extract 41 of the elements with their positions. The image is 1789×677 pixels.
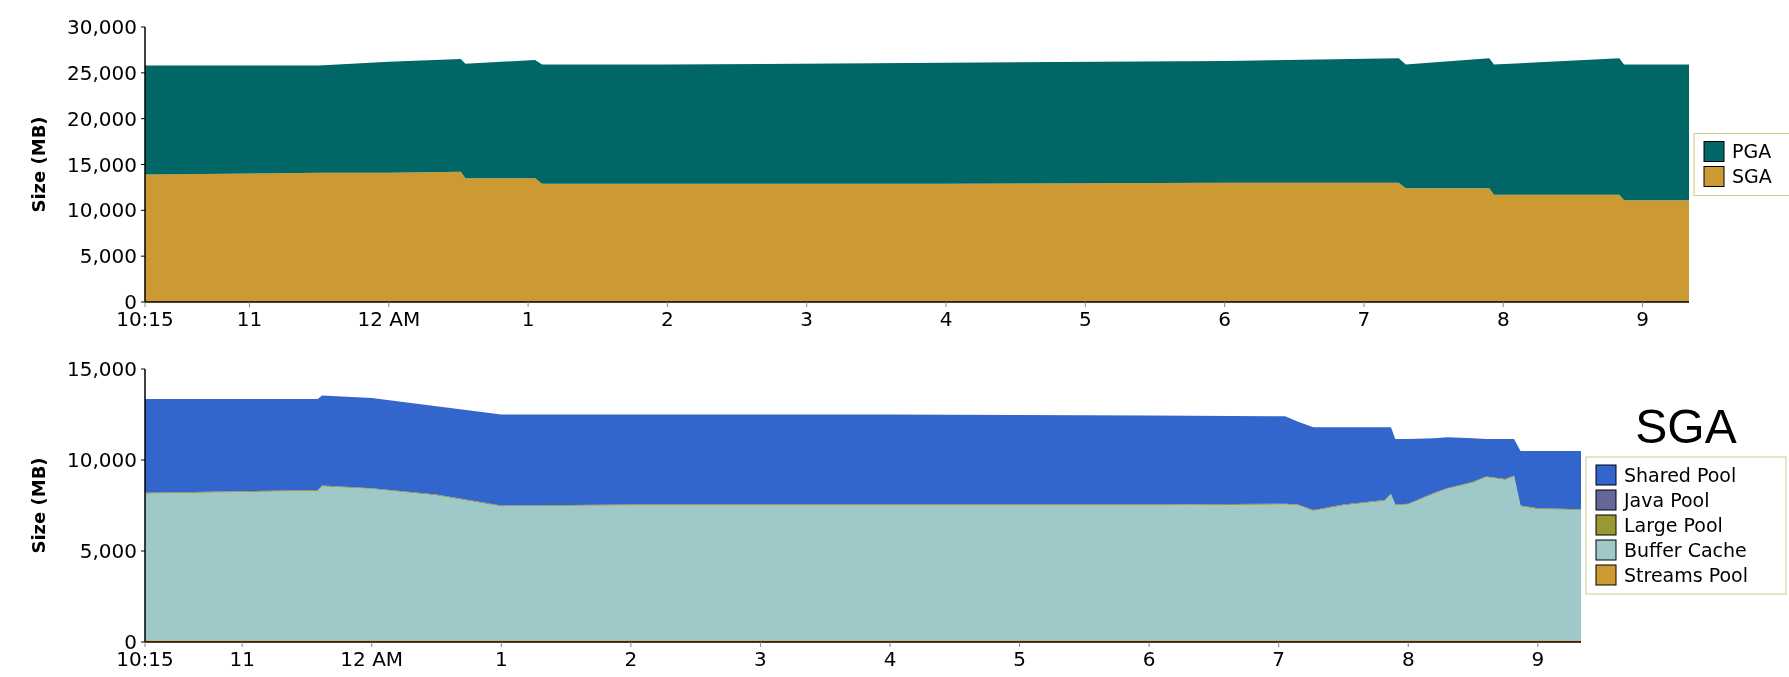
y-tick-label: 30,000 bbox=[67, 15, 137, 39]
x-tick-label: 7 bbox=[1272, 647, 1286, 671]
x-tick-label: 7 bbox=[1357, 307, 1371, 331]
legend-label: SGA bbox=[1732, 165, 1772, 188]
legend-label: Shared Pool bbox=[1624, 463, 1737, 486]
y-tick-label: 5,000 bbox=[79, 539, 137, 563]
y-axis-title: Size (MB) bbox=[28, 116, 49, 213]
y-tick-label: 20,000 bbox=[67, 106, 137, 131]
x-tick-label: 6 bbox=[1218, 307, 1232, 331]
x-tick-label: 2 bbox=[624, 647, 638, 671]
text: PGA bbox=[1732, 140, 1772, 163]
x-tick-label: 3 bbox=[754, 647, 767, 671]
text: Buffer Cache bbox=[1624, 538, 1747, 561]
y-tick-label: 5,000 bbox=[79, 244, 137, 269]
x-tick-label: 2 bbox=[661, 307, 674, 331]
legend-label: Streams Pool bbox=[1624, 563, 1748, 586]
x-tick-label: 8 bbox=[1401, 647, 1415, 671]
x-tick-label: 4 bbox=[939, 307, 953, 331]
x-tick-label: 3 bbox=[800, 307, 814, 331]
x-tick-label: 9 bbox=[1531, 647, 1545, 671]
y-axis-title: Size (MB) bbox=[28, 457, 49, 554]
legend-label: Large Pool bbox=[1624, 513, 1723, 536]
x-tick-label: 9 bbox=[1636, 307, 1649, 331]
x-tick-label: 6 bbox=[1142, 647, 1156, 671]
legend-label: Java Pool bbox=[1623, 488, 1710, 511]
x-tick-label: 8 bbox=[1496, 307, 1510, 331]
x-tick-label: 1 bbox=[521, 307, 535, 331]
x-tick-label: 11 bbox=[229, 647, 255, 671]
x-tick-label: 12 AM bbox=[357, 307, 421, 331]
x-tick-label: 4 bbox=[883, 647, 897, 671]
x-tick-label: 12 AM bbox=[340, 647, 404, 671]
x-tick-label: 11 bbox=[236, 307, 263, 331]
y-tick-label: 15,000 bbox=[67, 152, 137, 177]
legend-title: SGA bbox=[1635, 400, 1737, 453]
x-tick-label: 5 bbox=[1013, 647, 1026, 671]
y-tick-label: 15,000 bbox=[67, 357, 137, 381]
x-tick-label: 5 bbox=[1078, 307, 1092, 331]
x-tick-label: 1 bbox=[494, 647, 508, 671]
y-tick-label: 25,000 bbox=[67, 60, 137, 85]
y-tick-label: 10,000 bbox=[67, 198, 137, 223]
y-tick-label: 10,000 bbox=[67, 448, 137, 472]
